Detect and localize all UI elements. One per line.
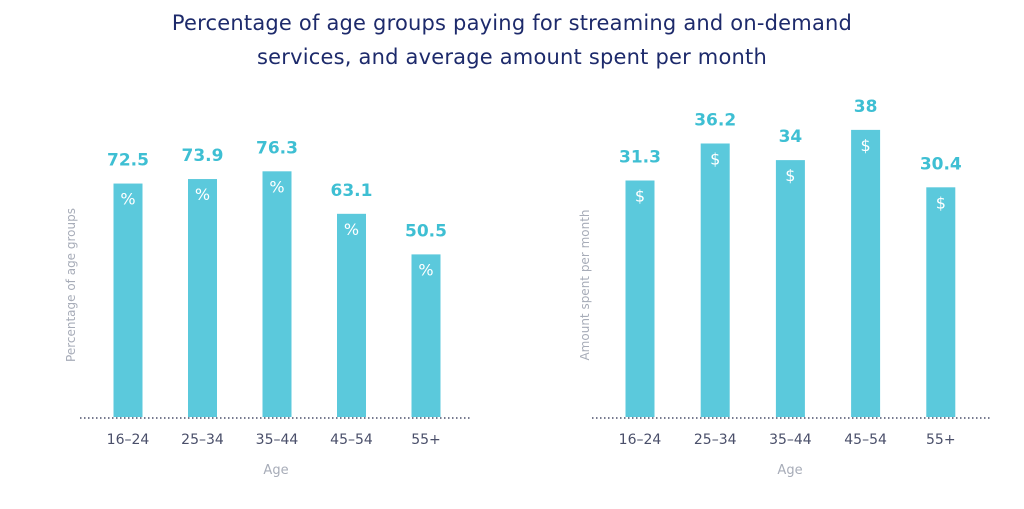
bar-unit-label: $ <box>710 149 720 168</box>
y-axis-label: Percentage of age groups <box>64 208 78 362</box>
x-tick-label: 35–44 <box>256 432 299 448</box>
x-tick-label: 45–54 <box>844 432 887 448</box>
chart-right: $31.3 16–24 $36.2 25–34 $34 35–44 $38 45–54 $30.… <box>578 97 990 478</box>
chart-title-line-2: services, and average amount spent per m… <box>257 45 767 69</box>
x-tick-label: 25–34 <box>181 432 224 448</box>
value-label: 34 <box>779 127 803 147</box>
y-axis-label: Amount spent per month <box>578 209 592 360</box>
x-tick-label: 35–44 <box>769 432 812 448</box>
value-label: 38 <box>854 97 878 117</box>
value-label: 30.4 <box>920 154 962 174</box>
x-axis-label: Age <box>777 463 802 478</box>
bar-right-3 <box>851 129 881 417</box>
bar-unit-label: % <box>418 260 433 279</box>
x-tick-label: 25–34 <box>694 432 737 448</box>
x-axis-label: Age <box>263 463 288 478</box>
bar-left-0 <box>113 183 143 417</box>
bar-unit-label: % <box>195 185 210 204</box>
value-label: 76.3 <box>256 138 298 158</box>
x-tick-label: 16–24 <box>619 432 662 448</box>
bar-unit-label: $ <box>785 166 795 185</box>
value-label: 36.2 <box>694 110 736 130</box>
value-label: 73.9 <box>182 146 224 166</box>
value-label: 31.3 <box>619 148 661 168</box>
bar-unit-label: $ <box>635 187 645 206</box>
bar-unit-label: % <box>269 177 284 196</box>
bar-unit-label: $ <box>861 136 871 155</box>
chart-left: % 72.5 16–24% 73.9 25–34% 76.3 35–44% 63.1 45–54… <box>64 138 472 478</box>
value-label: 63.1 <box>331 181 373 201</box>
bar-right-4 <box>926 187 956 417</box>
bar-unit-label: $ <box>936 193 946 212</box>
chart-title: Percentage of age groups paying for stre… <box>40 6 984 74</box>
bar-right-2 <box>775 160 805 417</box>
value-label: 50.5 <box>405 221 447 241</box>
bar-left-1 <box>188 179 217 417</box>
bar-right-0 <box>625 180 655 417</box>
bar-left-4 <box>411 254 441 417</box>
bar-left-3 <box>337 213 366 417</box>
bar-unit-label: % <box>344 220 359 239</box>
x-tick-label: 16–24 <box>107 432 150 448</box>
x-tick-label: 55+ <box>411 432 441 448</box>
x-tick-label: 45–54 <box>330 432 373 448</box>
value-label: 72.5 <box>107 151 149 171</box>
bar-right-1 <box>700 143 730 417</box>
bar-unit-label: % <box>120 190 135 209</box>
chart-title-line-1: Percentage of age groups paying for stre… <box>171 11 853 35</box>
bar-left-2 <box>262 171 292 417</box>
x-tick-label: 55+ <box>926 432 956 448</box>
